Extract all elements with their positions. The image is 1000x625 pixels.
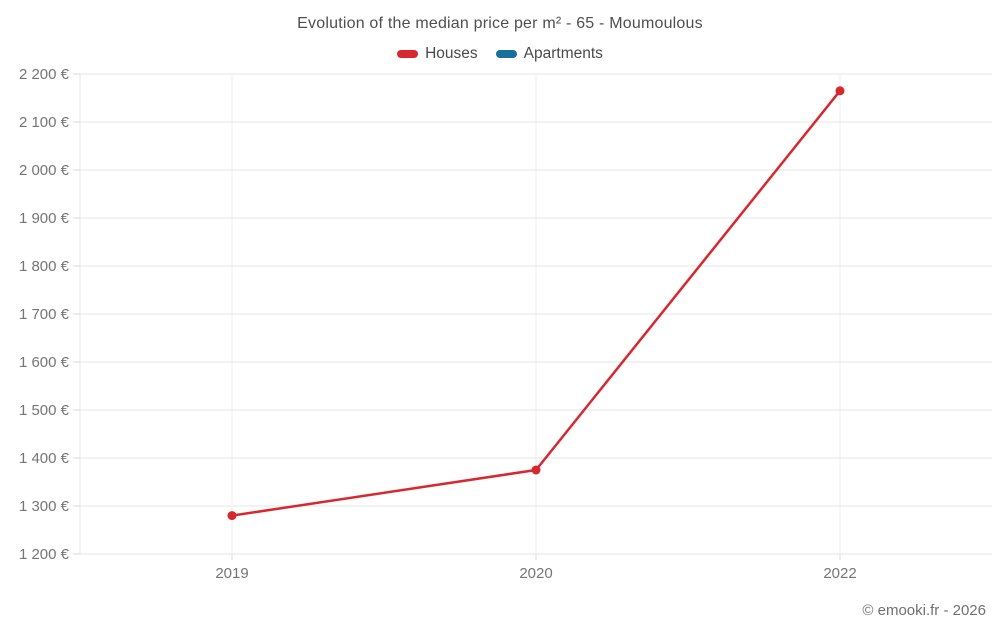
y-tick-label: 1 700 € — [19, 306, 70, 323]
legend-item-houses[interactable]: Houses — [397, 45, 478, 63]
copyright-footer: © emooki.fr - 2026 — [862, 602, 986, 619]
y-tick-label: 1 500 € — [19, 402, 70, 419]
x-tick-label: 2019 — [215, 565, 248, 582]
y-tick-label: 1 600 € — [19, 354, 70, 371]
legend-item-apartments[interactable]: Apartments — [495, 45, 603, 63]
y-tick-label: 2 100 € — [19, 114, 70, 131]
data-point-houses-2020[interactable] — [531, 465, 541, 475]
houses-legend-swatch-icon — [397, 50, 419, 58]
y-tick-label: 2 200 € — [19, 66, 70, 83]
y-tick-label: 1 800 € — [19, 258, 70, 275]
y-tick-label: 1 200 € — [19, 546, 70, 563]
x-tick-label: 2020 — [519, 565, 552, 582]
y-tick-label: 1 300 € — [19, 498, 70, 515]
legend-label-apartments: Apartments — [523, 45, 603, 62]
apartments-legend-swatch-icon — [495, 50, 517, 58]
data-point-houses-2022[interactable] — [835, 86, 845, 96]
legend-label-houses: Houses — [425, 45, 478, 62]
y-tick-label: 1 400 € — [19, 450, 70, 467]
y-tick-label: 2 000 € — [19, 162, 70, 179]
y-tick-label: 1 900 € — [19, 210, 70, 227]
data-point-houses-2019[interactable] — [227, 511, 237, 521]
x-tick-label: 2022 — [823, 565, 856, 582]
chart-title: Evolution of the median price per m² - 6… — [297, 15, 703, 32]
legend: Houses Apartments — [0, 45, 1000, 63]
